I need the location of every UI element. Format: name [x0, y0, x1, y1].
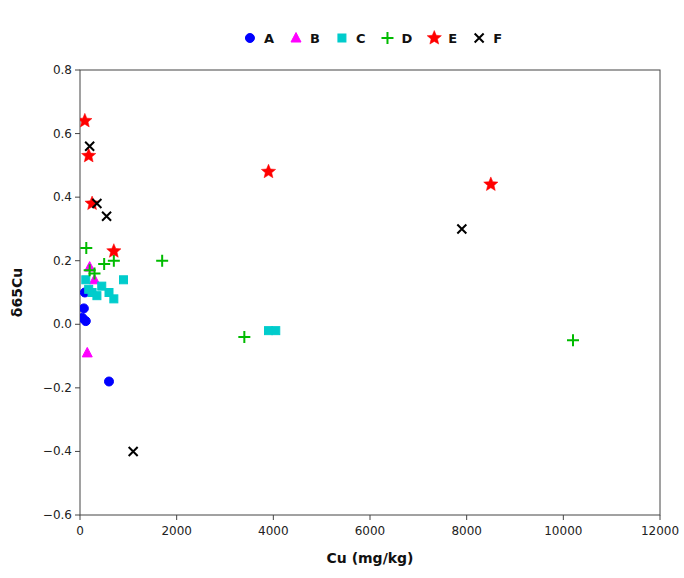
series	[80, 113, 498, 257]
x-tick-label: 6000	[355, 524, 386, 538]
x-tick	[660, 515, 661, 520]
y-tick-label: −0.2	[43, 381, 72, 395]
point	[110, 295, 118, 303]
y-tick-label: −0.4	[43, 444, 72, 458]
x-tick	[80, 515, 81, 520]
x-axis-label: Cu (mg/kg)	[327, 550, 414, 566]
y-tick-label: 0.8	[53, 63, 72, 77]
x-tick	[563, 515, 564, 520]
point	[81, 317, 90, 326]
y-tick-label: 0.6	[53, 127, 72, 141]
series	[82, 262, 99, 357]
y-tick	[75, 387, 80, 388]
point	[82, 347, 92, 357]
y-tick-label: −0.6	[43, 508, 72, 522]
legend-label: C	[356, 31, 366, 46]
x-tick-label: 2000	[161, 524, 192, 538]
point	[102, 212, 111, 221]
point	[156, 255, 168, 267]
point	[85, 142, 94, 151]
point	[567, 334, 579, 346]
point	[107, 244, 121, 258]
legend-label: F	[493, 31, 502, 46]
x-tick	[370, 515, 371, 520]
series	[85, 142, 466, 456]
y-tick	[75, 260, 80, 261]
point	[92, 199, 101, 208]
point	[238, 331, 250, 343]
legend-marker	[338, 34, 346, 42]
point	[105, 377, 114, 386]
y-axis-label: δ65Cu	[9, 268, 25, 317]
legend-item: B	[291, 31, 320, 46]
points	[80, 113, 579, 456]
chart: 0 2000 4000 6000 8000 10000 12000 −0.6 −0.4 −0.2 0…	[0, 0, 684, 578]
x-tick-label: 0	[76, 524, 84, 538]
plot-frame	[80, 70, 660, 515]
point	[129, 447, 138, 456]
y-tick	[75, 70, 80, 71]
y-tick	[75, 133, 80, 134]
point	[80, 304, 88, 313]
series	[82, 276, 280, 335]
legend-marker	[381, 32, 393, 44]
y-tick	[75, 197, 80, 198]
point	[80, 242, 92, 254]
legend-marker	[427, 31, 441, 45]
legend-item: C	[338, 31, 366, 46]
legend-item: F	[475, 31, 502, 46]
x-tick	[176, 515, 177, 520]
point	[98, 258, 110, 270]
y-tick	[75, 451, 80, 452]
legend-item: D	[381, 31, 412, 46]
x-tick	[466, 515, 467, 520]
point	[261, 164, 275, 178]
legend-label: E	[448, 31, 457, 46]
legend-marker	[475, 34, 484, 43]
legend-item: A	[245, 31, 274, 46]
legend: A B C D E F	[245, 31, 502, 47]
legend-label: B	[310, 31, 320, 46]
point	[89, 267, 101, 279]
point	[80, 113, 92, 127]
point	[457, 224, 466, 233]
legend-label: A	[264, 31, 274, 46]
legend-item: E	[427, 31, 457, 47]
x-tick-label: 4000	[258, 524, 289, 538]
legend-marker	[291, 33, 301, 43]
y-tick-label: 0.4	[53, 190, 72, 204]
x-tick	[273, 515, 274, 520]
point	[82, 276, 90, 284]
x-tick-label: 8000	[451, 524, 482, 538]
legend-label: D	[401, 31, 412, 46]
x-tick-label: 10000	[544, 524, 582, 538]
point	[93, 292, 101, 300]
x-tick-label: 12000	[641, 524, 679, 538]
y-tick-label: 0.0	[53, 317, 72, 331]
series	[80, 242, 579, 346]
y-tick	[75, 515, 80, 516]
y-tick	[75, 324, 80, 325]
point	[120, 276, 128, 284]
point	[272, 327, 280, 335]
series	[80, 288, 114, 386]
y-tick-label: 0.2	[53, 254, 72, 268]
point	[484, 177, 498, 191]
legend-marker	[245, 34, 254, 43]
